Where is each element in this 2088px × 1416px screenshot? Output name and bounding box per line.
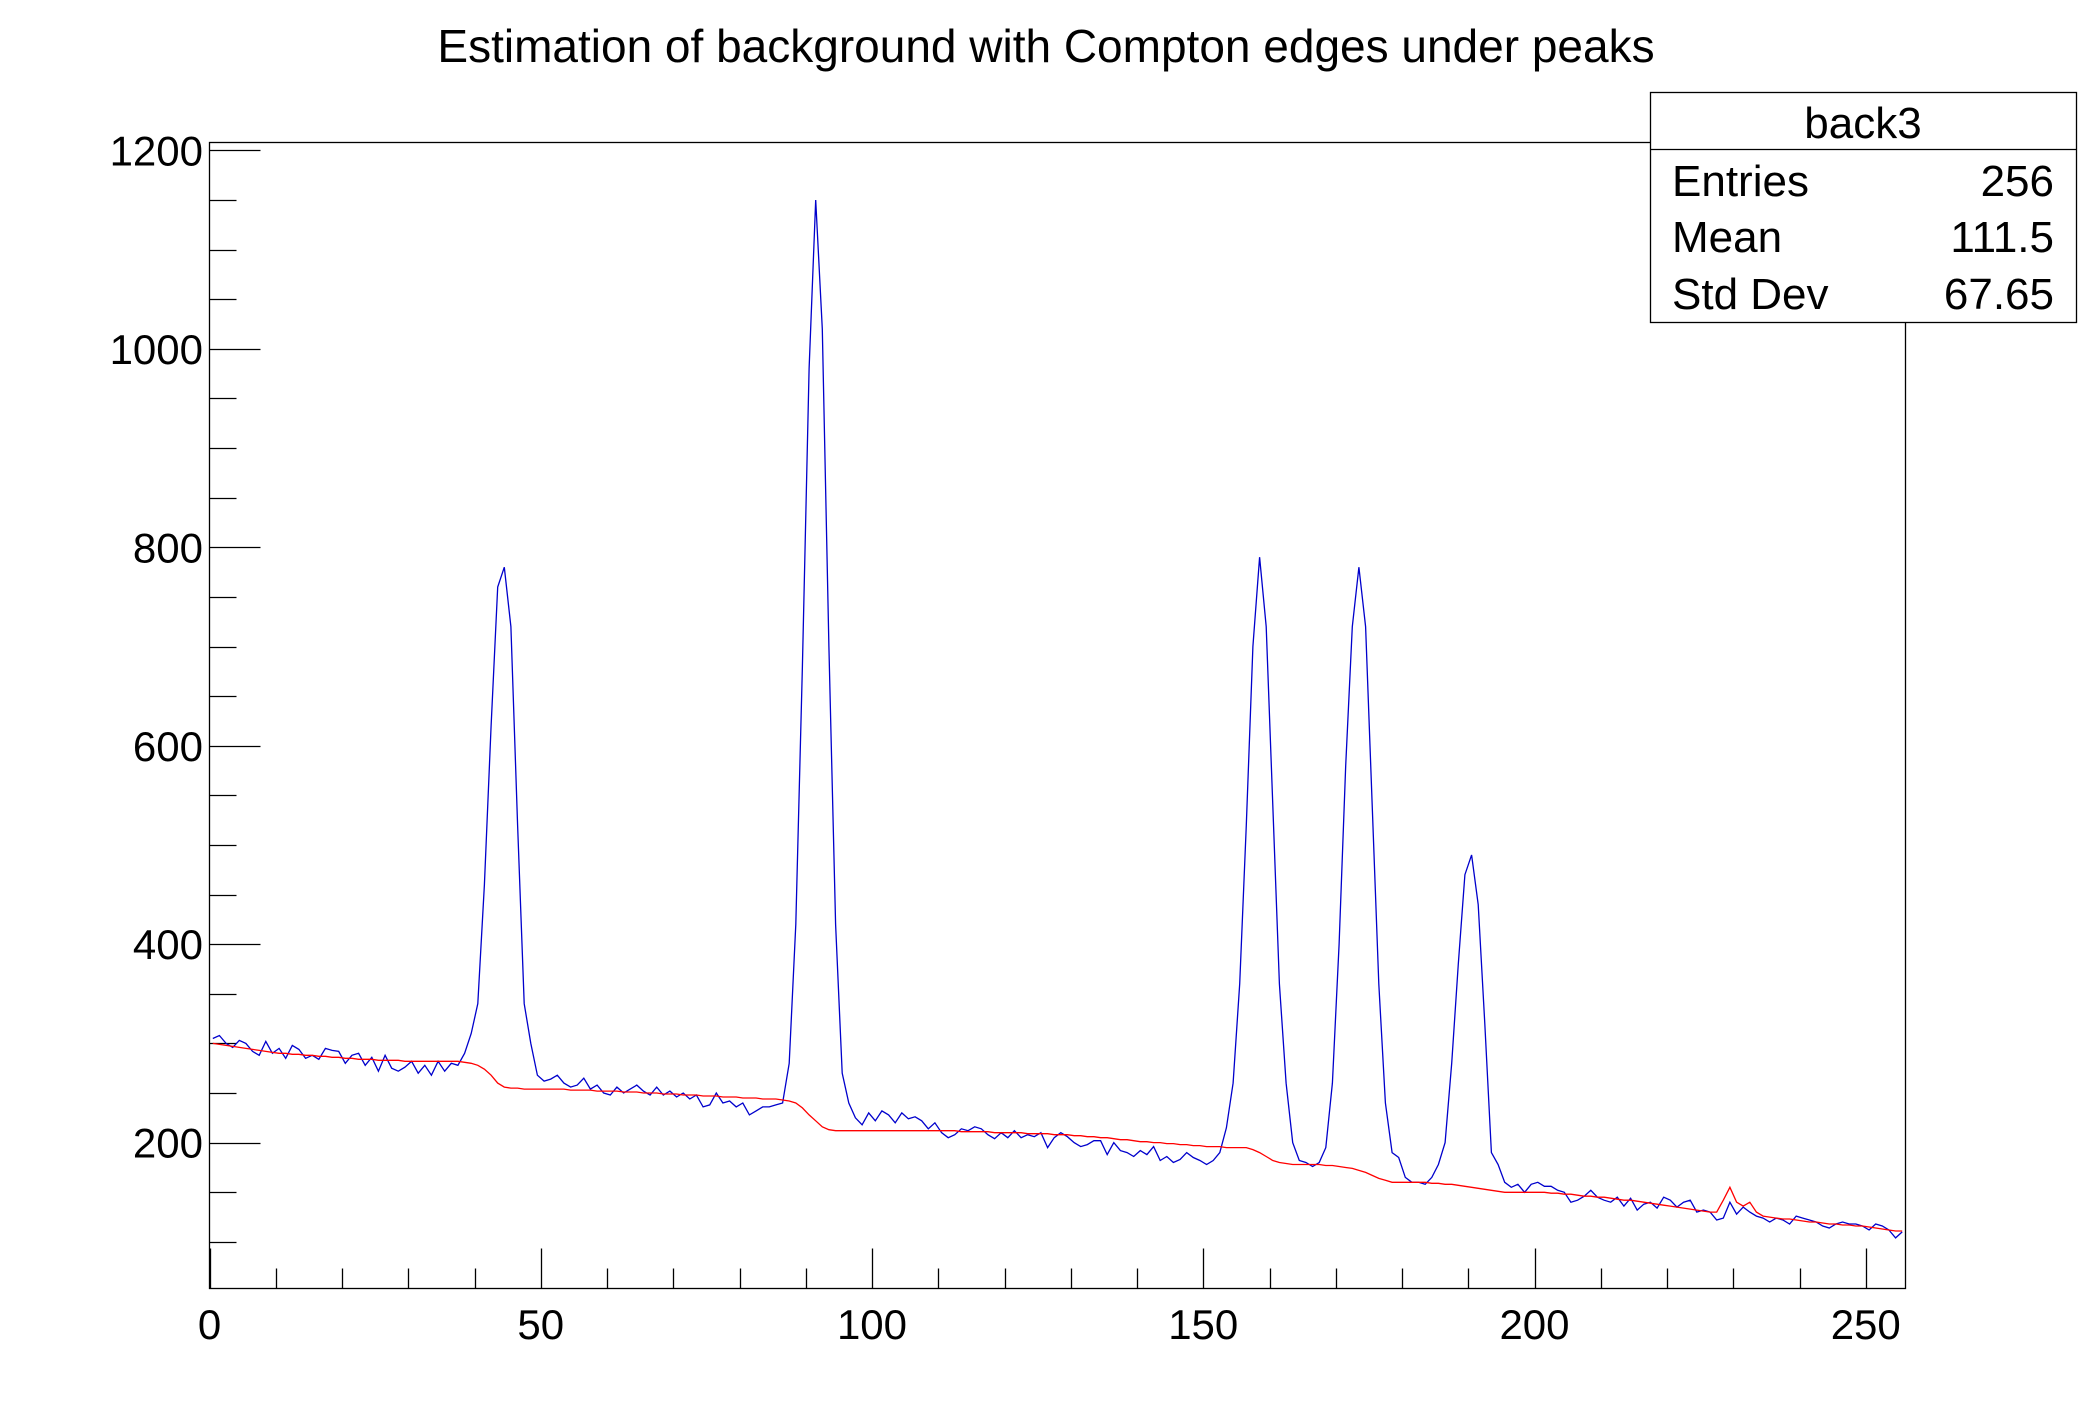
background-line bbox=[212, 1042, 1903, 1232]
histogram-line bbox=[212, 199, 1903, 1239]
stats-box-title: back3 bbox=[1804, 99, 1921, 148]
stats-label: Entries bbox=[1672, 157, 1809, 206]
y-tick-label: 1200 bbox=[110, 127, 203, 174]
stats-value: 67.65 bbox=[1944, 270, 2054, 319]
y-axis bbox=[209, 149, 261, 1244]
stats-label: Std Dev bbox=[1672, 270, 1829, 319]
stats-value: 111.5 bbox=[1950, 213, 2054, 262]
x-tick-label: 50 bbox=[517, 1301, 564, 1348]
y-tick-label: 200 bbox=[133, 1120, 203, 1167]
y-tick-label: 800 bbox=[133, 524, 203, 571]
chart-title: Estimation of background with Compton ed… bbox=[437, 20, 1654, 72]
stats-value: 256 bbox=[1981, 157, 2054, 206]
x-tick-label: 250 bbox=[1831, 1301, 1901, 1348]
y-tick-label: 600 bbox=[133, 723, 203, 770]
x-tick-labels: 0 50 100 150 200 250 bbox=[198, 1301, 1901, 1348]
x-tick-label: 200 bbox=[1499, 1301, 1569, 1348]
x-axis bbox=[209, 1248, 1868, 1289]
stats-label: Mean bbox=[1672, 213, 1782, 262]
y-tick-labels: 200 400 600 800 1000 1200 bbox=[110, 127, 203, 1166]
y-tick-label: 1000 bbox=[110, 326, 203, 373]
plot-frame bbox=[208, 141, 1907, 1290]
x-tick-label: 0 bbox=[198, 1301, 221, 1348]
x-tick-label: 100 bbox=[837, 1301, 907, 1348]
stats-box: back3 Entries 256 Mean 111.5 Std Dev 67.… bbox=[1649, 91, 2078, 324]
x-tick-label: 150 bbox=[1168, 1301, 1238, 1348]
stats-box-frame bbox=[1649, 91, 2078, 324]
y-tick-label: 400 bbox=[133, 921, 203, 968]
